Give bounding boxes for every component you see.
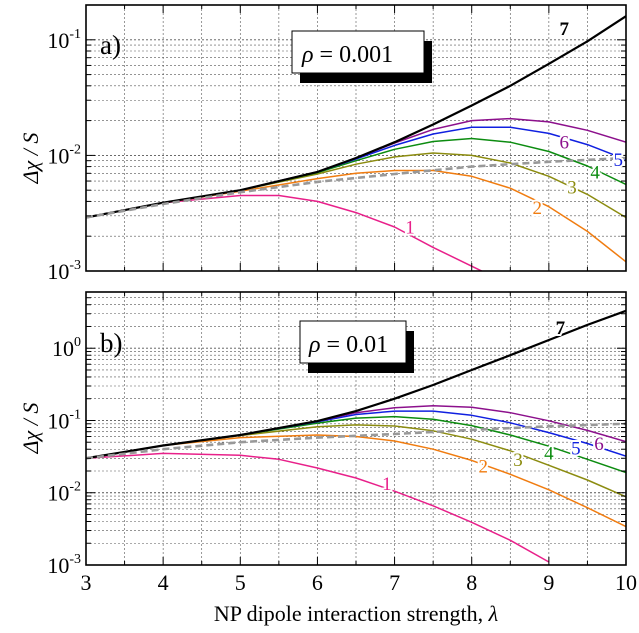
- y-tick-label-base: 10: [47, 553, 69, 578]
- panel-a-series-7-label: 7: [560, 19, 570, 40]
- panel-b-series-3-label: 3: [513, 450, 523, 471]
- panel-b-series-7-label: 7: [556, 318, 566, 339]
- x-tick-label: 3: [81, 570, 92, 595]
- x-tick-label: 6: [312, 570, 323, 595]
- panel-b-ylabel-rest: / S: [18, 403, 43, 431]
- panel-b-curves: [86, 309, 626, 563]
- panel-a-series-labels: 1 2 345 6 7: [403, 17, 625, 241]
- y-tick-label-exponent: -1: [69, 407, 81, 422]
- x-axis-ticks: 3 4 5 6 7 8 9 10: [81, 570, 638, 595]
- panel-a-ylabel: Δχ / S: [18, 133, 43, 185]
- panel-a-dashed-series-line: [86, 156, 626, 219]
- y-tick-label-exponent: -3: [69, 552, 81, 567]
- y-tick-label-exponent: -3: [69, 258, 81, 273]
- panel-b-series-7-line: [86, 309, 626, 460]
- panel-a-y-tick-label: 10-1: [47, 27, 81, 53]
- panel-a-series-6-label: 6: [560, 133, 570, 154]
- panel-b-annotation: ρ = 0.01: [308, 332, 388, 358]
- x-axis-label: NP dipole interaction strength, λ: [214, 601, 498, 626]
- x-tick-label: 7: [389, 570, 400, 595]
- y-tick-label-exponent: -2: [69, 142, 81, 157]
- panel-b-rho-value: = 0.01: [321, 332, 389, 358]
- panel-b-grid: [86, 292, 626, 565]
- panel-b-annotation-box: [299, 320, 407, 364]
- panel-b-series-4-label: 4: [544, 444, 554, 465]
- x-tick-label: 10: [615, 570, 637, 595]
- panel-a-rho-value: = 0.001: [314, 42, 394, 68]
- x-axis-label-symbol: λ: [488, 601, 499, 626]
- panel-b-series-2-line: [86, 434, 626, 528]
- y-tick-label-base: 10: [47, 408, 69, 433]
- panel-a-series-4-label: 4: [590, 162, 600, 183]
- panel-a-y-ticks: 10-110-210-3: [47, 5, 627, 284]
- panel-a-y-tick-label: 10-3: [47, 258, 81, 284]
- x-axis-label-text: NP dipole interaction strength,: [214, 601, 489, 626]
- panel-b-y-tick-label: 10-3: [47, 552, 81, 578]
- y-tick-label-base: 10: [47, 143, 69, 168]
- panel-a-series-1-line: [86, 194, 484, 271]
- x-tick-label: 9: [543, 570, 554, 595]
- y-tick-label-base: 10: [47, 28, 69, 53]
- panel-b-y-tick-label: 10-1: [47, 407, 81, 433]
- panel-a-series-3-label: 3: [567, 178, 577, 199]
- panel-b-series-2-label: 2: [479, 456, 489, 477]
- panel-b-label: b): [100, 328, 123, 358]
- x-tick-label: 8: [466, 570, 477, 595]
- panel-a-series-7-line: [86, 15, 626, 219]
- panel-a-ylabel-symbol: Δχ: [18, 159, 43, 184]
- y-tick-label-base: 10: [52, 336, 74, 361]
- panel-a-ylabel-rest: / S: [18, 133, 43, 161]
- panel-a-series-2-line: [86, 169, 626, 263]
- panel-b-y-tick-label: 100: [52, 335, 81, 361]
- panel-b-ylabel: Δχ / S: [18, 403, 43, 455]
- panel-b-y-tick-label: 10-2: [47, 480, 81, 506]
- panel-b-series-6-label: 6: [594, 434, 604, 455]
- panel-a-rho-symbol: ρ: [301, 42, 314, 68]
- panel-b-rho-symbol: ρ: [308, 332, 321, 358]
- panel-b-ylabel-symbol: Δχ: [18, 429, 43, 454]
- x-tick-label: 4: [158, 570, 169, 595]
- y-tick-label-base: 10: [47, 481, 69, 506]
- y-tick-label-base: 10: [47, 259, 69, 284]
- panel-b-series-labels: 1 2 3 4 5 6 7: [380, 316, 606, 497]
- panel-a-series-2-label: 2: [533, 198, 543, 219]
- panel-a-series-1-label: 1: [405, 218, 415, 239]
- panel-a-annotation-box: [291, 30, 425, 74]
- panel-a-curves: [86, 15, 626, 271]
- panel-a-annotation: ρ = 0.001: [301, 42, 393, 68]
- panel-a-label: a): [100, 30, 121, 60]
- y-tick-label-exponent: -1: [69, 27, 81, 42]
- panel-b-series-5-label: 5: [571, 438, 581, 459]
- panel-b-dashed-series-line: [86, 422, 626, 460]
- panel-b-series-1-line: [86, 452, 550, 563]
- panel-b-series-1-label: 1: [382, 474, 392, 495]
- panel-a-y-tick-label: 10-2: [47, 142, 81, 168]
- panel-a-series-5-label: 5: [614, 150, 624, 171]
- y-tick-label-exponent: 0: [74, 335, 81, 350]
- y-tick-label-exponent: -2: [69, 480, 81, 495]
- x-tick-label: 5: [235, 570, 246, 595]
